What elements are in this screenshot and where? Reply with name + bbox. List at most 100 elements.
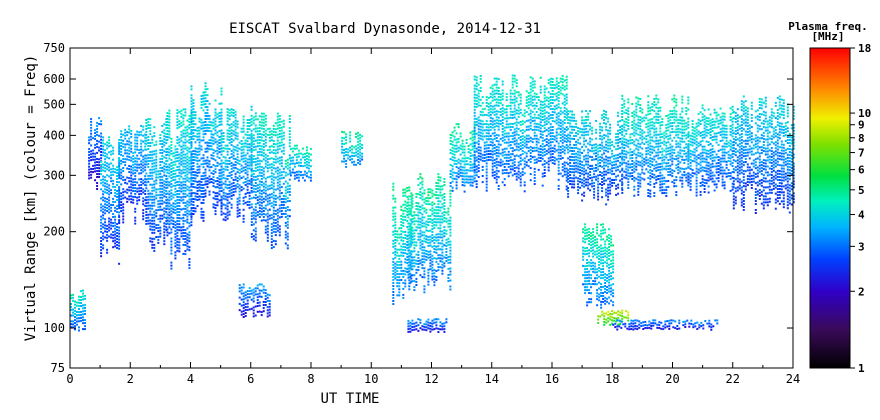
echo-mark: [417, 223, 420, 226]
echo-mark: [180, 139, 183, 142]
echo-mark: [555, 95, 558, 98]
echo-mark: [487, 105, 490, 108]
echo-mark: [106, 141, 109, 144]
echo-mark: [184, 213, 187, 216]
echo-mark: [112, 149, 115, 152]
echo-mark: [481, 132, 484, 135]
echo-mark: [551, 87, 554, 89]
echo-mark: [531, 95, 534, 98]
echo-mark: [258, 198, 261, 201]
echo-mark: [149, 198, 152, 201]
echo-mark: [272, 158, 275, 161]
echo-mark: [555, 104, 558, 107]
echo-mark: [94, 170, 97, 173]
echo-mark: [112, 170, 115, 173]
echo-mark: [493, 122, 496, 125]
echo-mark: [549, 98, 552, 101]
echo-mark: [248, 287, 251, 290]
echo-mark: [407, 249, 410, 252]
echo-mark: [433, 269, 436, 272]
echo-mark: [425, 238, 428, 241]
echo-mark: [149, 177, 152, 180]
echo-mark: [282, 176, 285, 179]
echo-mark: [174, 206, 177, 208]
echo-mark: [409, 327, 412, 330]
echo-mark: [501, 127, 504, 130]
echo-mark: [254, 287, 257, 290]
echo-mark: [465, 169, 468, 172]
echo-mark: [252, 158, 255, 160]
echo-mark: [400, 233, 403, 236]
echo-mark: [485, 95, 488, 98]
echo-mark: [555, 77, 558, 80]
echo-mark: [226, 178, 229, 181]
echo-mark: [196, 180, 199, 183]
echo-mark: [264, 180, 267, 183]
echo-mark: [270, 193, 273, 196]
echo-mark: [138, 172, 141, 175]
echo-mark: [431, 239, 434, 242]
echo-mark: [291, 162, 294, 165]
echo-mark: [451, 149, 454, 152]
echo-mark: [443, 322, 446, 325]
echo-mark: [151, 216, 154, 219]
echo-mark: [351, 151, 354, 154]
echo-mark: [529, 76, 532, 79]
echo-mark: [118, 169, 121, 172]
echo-mark: [423, 261, 426, 264]
echo-mark: [136, 181, 139, 184]
echo-mark: [212, 127, 215, 130]
echo-mark: [445, 238, 448, 241]
echo-mark: [246, 296, 249, 299]
echo-mark: [170, 222, 173, 225]
echo-mark: [228, 118, 231, 121]
echo-mark: [149, 153, 152, 156]
echo-mark: [264, 298, 267, 300]
echo-mark: [176, 246, 179, 249]
echo-mark: [433, 245, 436, 247]
echo-mark: [134, 136, 137, 139]
echo-mark: [286, 214, 289, 217]
echo-mark: [297, 173, 300, 176]
echo-mark: [276, 145, 279, 148]
echo-mark: [260, 175, 263, 177]
echo-mark: [108, 220, 111, 223]
echo-mark: [184, 180, 187, 183]
echo-mark: [266, 236, 269, 239]
echo-mark: [120, 192, 123, 195]
echo-mark: [402, 269, 405, 272]
echo-mark: [228, 139, 231, 142]
echo-mark: [286, 232, 289, 235]
echo-mark: [485, 162, 488, 165]
echo-mark: [182, 117, 185, 120]
echo-mark: [94, 179, 97, 182]
echo-mark: [166, 147, 169, 150]
echo-mark: [274, 228, 277, 231]
echo-mark: [104, 236, 107, 239]
echo-mark: [182, 189, 185, 192]
echo-mark: [435, 236, 438, 239]
echo-mark: [553, 159, 556, 162]
echo-mark: [166, 213, 169, 216]
echo-mark: [88, 151, 91, 153]
echo-mark: [503, 135, 506, 138]
echo-mark: [469, 169, 472, 172]
echo-mark: [128, 168, 131, 170]
echo-mark: [170, 210, 173, 213]
echo-mark: [134, 163, 137, 166]
echo-mark: [473, 75, 476, 78]
echo-mark: [244, 312, 247, 314]
echo-mark: [184, 207, 187, 210]
echo-mark: [396, 266, 399, 269]
echo-mark: [106, 230, 109, 233]
echo-mark: [553, 156, 556, 159]
echo-mark: [102, 217, 105, 220]
echo-mark: [153, 219, 156, 222]
echo-mark: [232, 169, 235, 172]
echo-mark: [485, 120, 488, 123]
echo-mark: [415, 244, 418, 247]
echo-mark: [250, 149, 253, 152]
echo-mark: [407, 222, 410, 225]
echo-mark: [539, 91, 542, 94]
echo-mark: [194, 195, 197, 198]
